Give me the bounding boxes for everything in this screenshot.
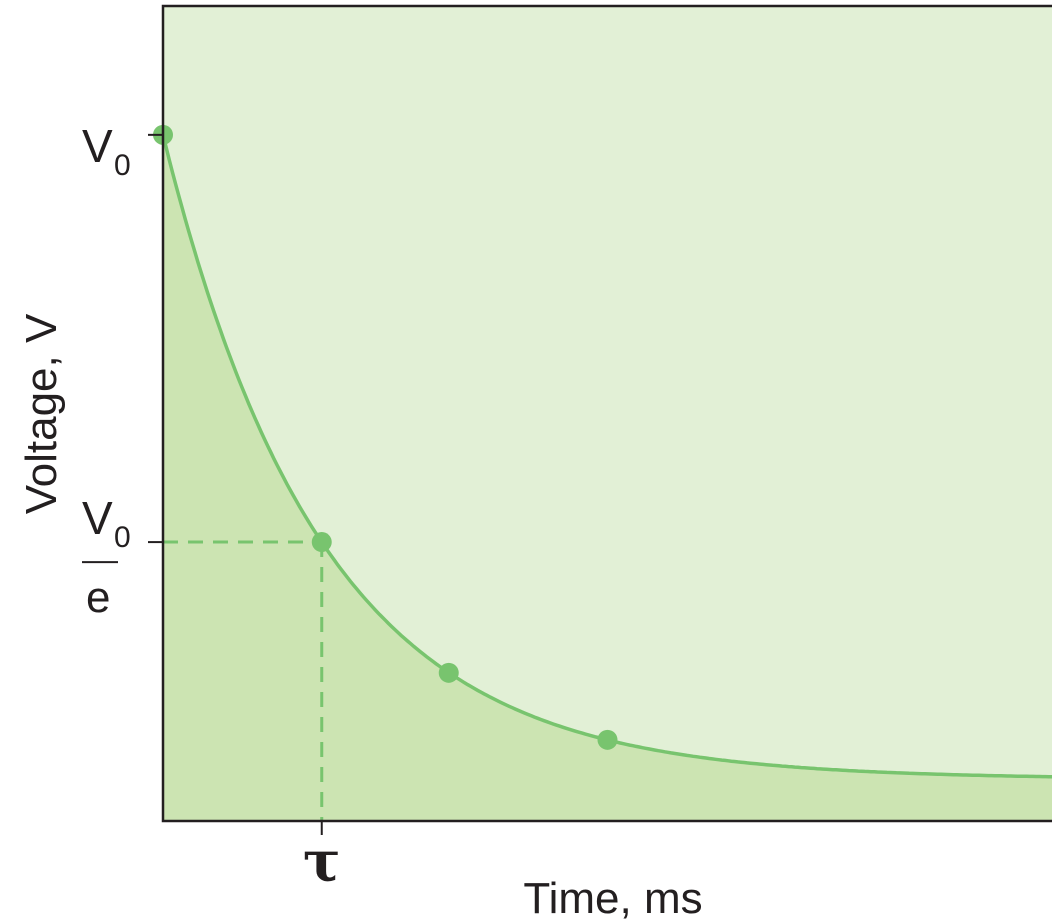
y-tick-label: V bbox=[82, 120, 113, 172]
y-tick-label-subscript: 0 bbox=[114, 149, 131, 182]
data-point bbox=[597, 729, 618, 750]
y-tick-label-denominator: e bbox=[86, 573, 110, 622]
y-tick-label-subscript: 0 bbox=[114, 521, 131, 554]
y-axis-label: Voltage, V bbox=[17, 313, 66, 514]
axes-frame bbox=[161, 4, 1052, 823]
y-ticks: V 0V 0e bbox=[82, 120, 163, 622]
x-tick-label-tau: τ bbox=[303, 829, 341, 895]
x-ticks: τ bbox=[303, 821, 341, 895]
area-under-curve bbox=[163, 134, 1052, 821]
x-axis-label: Time, ms bbox=[523, 874, 702, 923]
data-point bbox=[311, 532, 332, 553]
y-tick-label-numerator: V bbox=[82, 492, 113, 544]
data-point bbox=[438, 662, 459, 683]
